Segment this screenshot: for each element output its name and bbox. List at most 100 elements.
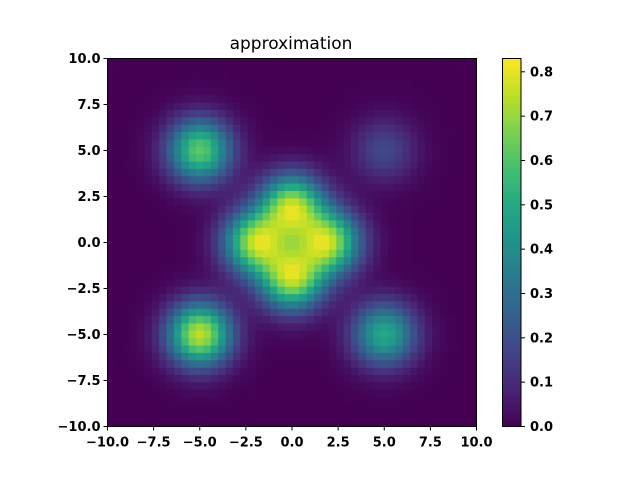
heatmap-cell: [269, 264, 278, 273]
heatmap-cell: [387, 227, 396, 236]
heatmap-cell: [410, 87, 418, 96]
heatmap-cell: [461, 301, 470, 310]
heatmap-cell: [454, 87, 463, 96]
heatmap-cell: [173, 183, 182, 192]
heatmap-cell: [137, 301, 145, 310]
heatmap-cell: [410, 220, 418, 229]
heatmap-cell: [196, 124, 204, 133]
heatmap-cell: [225, 183, 234, 192]
heatmap-cell: [469, 367, 477, 376]
heatmap-cell: [159, 132, 167, 140]
heatmap-cell: [469, 117, 477, 126]
heatmap-cell: [314, 146, 322, 155]
heatmap-cell: [188, 205, 197, 214]
heatmap-cell: [232, 419, 241, 427]
heatmap-cell: [321, 249, 330, 258]
heatmap-cell: [218, 345, 226, 354]
heatmap-cell: [203, 257, 212, 265]
heatmap-cell: [395, 183, 404, 192]
heatmap-cell: [387, 87, 396, 96]
heatmap-cell: [299, 264, 308, 273]
heatmap-cell: [306, 249, 315, 258]
heatmap-cell: [284, 249, 293, 258]
heatmap-cell: [225, 257, 234, 265]
heatmap-cell: [365, 65, 374, 74]
heatmap-cell: [365, 168, 374, 177]
heatmap-cell: [454, 198, 463, 207]
heatmap-cell: [173, 257, 182, 265]
heatmap-cell: [188, 316, 197, 324]
heatmap-cell: [225, 330, 234, 339]
heatmap-cell: [181, 279, 190, 288]
heatmap-cell: [469, 397, 477, 405]
heatmap-cell: [351, 382, 359, 391]
heatmap-cell: [306, 242, 315, 251]
heatmap-cell: [351, 352, 359, 361]
heatmap-cell: [188, 411, 197, 420]
heatmap-cell: [218, 146, 226, 155]
heatmap-cell: [129, 213, 138, 221]
heatmap-cell: [203, 294, 212, 302]
heatmap-cell: [446, 301, 455, 310]
heatmap-cell: [402, 242, 411, 251]
heatmap-cell: [454, 323, 463, 332]
heatmap-cell: [277, 242, 285, 251]
heatmap-cell: [380, 73, 389, 81]
heatmap-cell: [424, 242, 433, 251]
heatmap-cell: [351, 220, 359, 229]
heatmap-cell: [210, 316, 219, 324]
heatmap-cell: [203, 146, 212, 155]
heatmap-cell: [232, 389, 241, 398]
heatmap-cell: [181, 58, 190, 67]
heatmap-cell: [181, 227, 190, 236]
heatmap-cell: [151, 301, 160, 310]
heatmap-cell: [439, 65, 448, 74]
heatmap-cell: [144, 301, 153, 310]
heatmap-cell: [395, 338, 404, 346]
heatmap-cell: [469, 65, 477, 74]
heatmap-cell: [461, 249, 470, 258]
heatmap-cell: [159, 382, 167, 391]
heatmap-cell: [262, 176, 271, 184]
heatmap-cell: [446, 139, 455, 148]
heatmap-cell: [365, 271, 374, 280]
heatmap-cell: [255, 80, 263, 89]
heatmap-cell: [314, 110, 322, 118]
heatmap-cell: [314, 323, 322, 332]
heatmap-cell: [277, 257, 285, 265]
heatmap-cell: [446, 345, 455, 354]
heatmap-cell: [255, 389, 263, 398]
heatmap-cell: [107, 264, 116, 273]
heatmap-cell: [240, 124, 249, 133]
heatmap-cell: [461, 132, 470, 140]
heatmap-cell: [188, 249, 197, 258]
heatmap-cell: [417, 382, 426, 391]
heatmap-cell: [469, 249, 477, 258]
heatmap-cell: [351, 110, 359, 118]
heatmap-cell: [417, 132, 426, 140]
heatmap-cell: [380, 286, 389, 295]
heatmap-cell: [240, 139, 249, 148]
heatmap-cell: [299, 330, 308, 339]
heatmap-cell: [410, 330, 418, 339]
heatmap-cell: [446, 87, 455, 96]
heatmap-cell: [336, 367, 345, 376]
heatmap-cell: [181, 117, 190, 126]
heatmap-cell: [137, 213, 145, 221]
heatmap-cell: [240, 257, 249, 265]
heatmap-cell: [225, 110, 234, 118]
heatmap-cell: [292, 124, 300, 133]
heatmap-cell: [306, 117, 315, 126]
heatmap-cell: [387, 235, 396, 243]
heatmap-cell: [402, 308, 411, 317]
heatmap-cell: [144, 352, 153, 361]
heatmap-cell: [225, 397, 234, 405]
heatmap-cell: [299, 132, 308, 140]
heatmap-cell: [203, 58, 212, 67]
heatmap-cell: [432, 65, 440, 74]
heatmap-cell: [336, 205, 345, 214]
heatmap-cell: [203, 382, 212, 391]
heatmap-cell: [454, 139, 463, 148]
heatmap-cell: [240, 419, 249, 427]
heatmap-cell: [277, 146, 285, 155]
